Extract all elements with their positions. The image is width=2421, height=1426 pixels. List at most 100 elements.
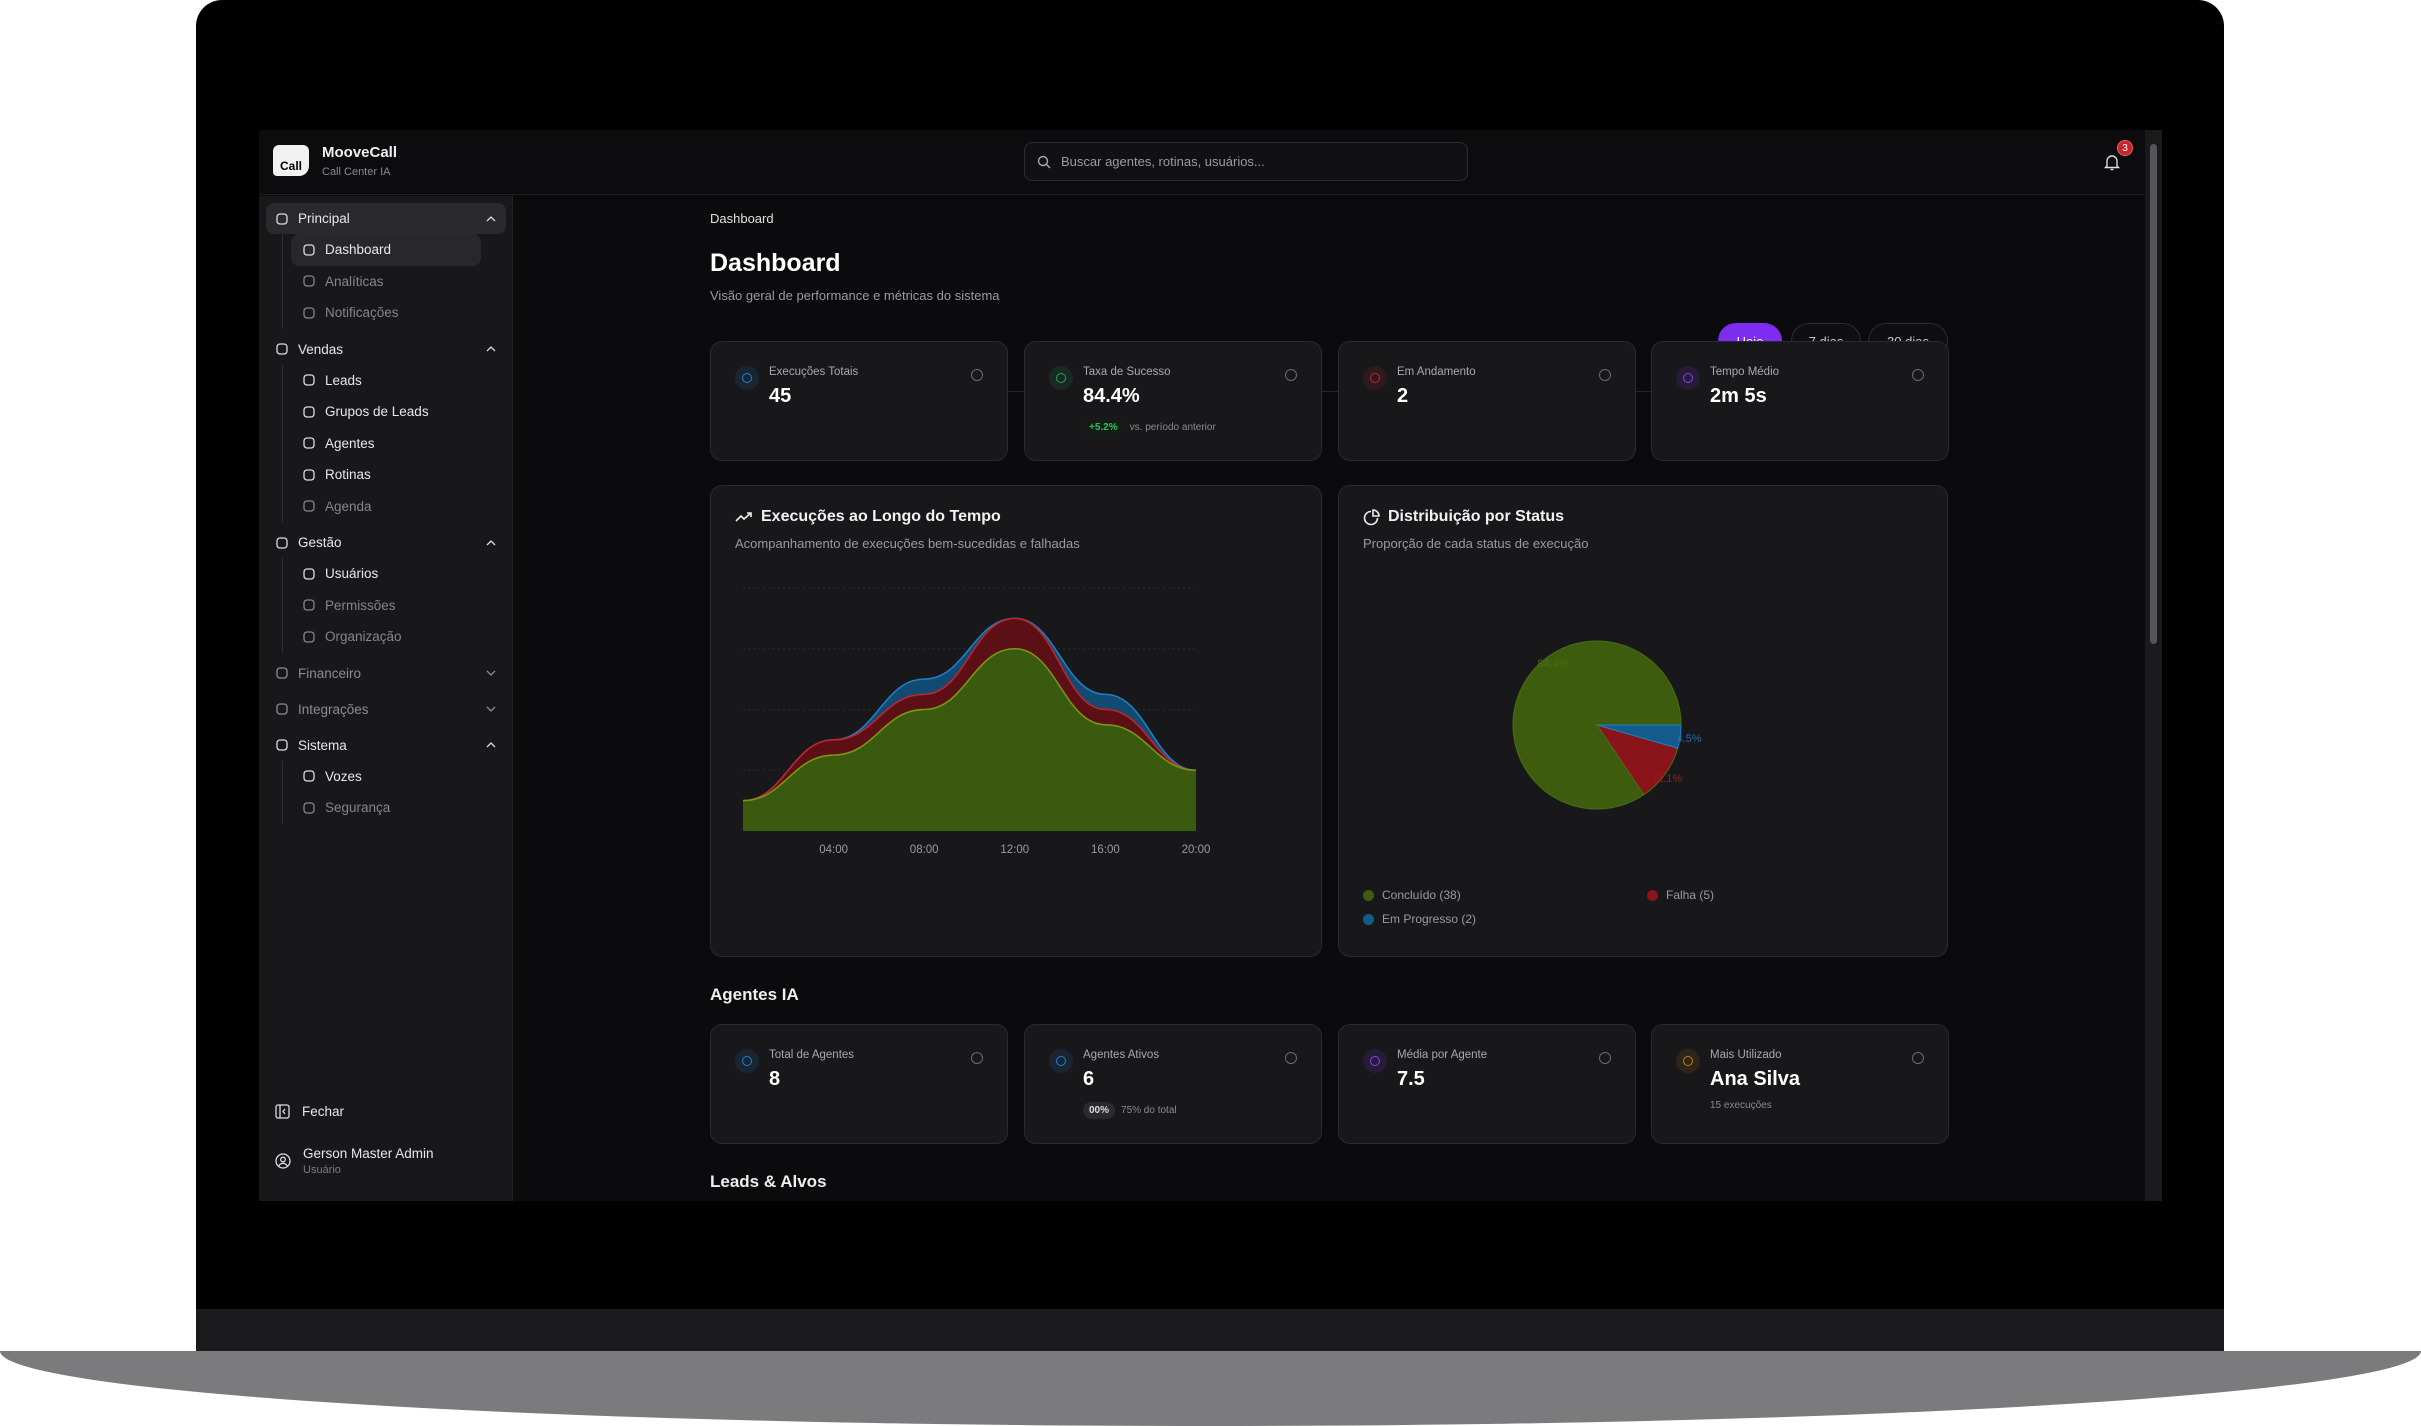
item-label: Vozes — [325, 768, 362, 784]
sidebar-item-rotinas[interactable]: Rotinas — [291, 459, 481, 491]
stat-label: Total de Agentes — [769, 1049, 855, 1061]
sidebar-group-header[interactable]: Gestão — [266, 527, 506, 558]
percent-badge: 00% — [1083, 1102, 1116, 1119]
status-chart-panel: Distribuição por Status Proporção de cad… — [1338, 485, 1948, 957]
stat-card: Total de Agentes 8 — [710, 1024, 1008, 1144]
laptop-hinge — [196, 1309, 2224, 1351]
bot-icon — [302, 437, 315, 449]
alarm-icon — [302, 469, 315, 481]
sidebar-subitems: Vozes Segurança — [282, 760, 506, 824]
stat-note: 15 execuções — [1710, 1100, 1772, 1111]
scrollbar[interactable] — [2145, 130, 2162, 1201]
users-icon — [302, 568, 315, 580]
sidebar-group-header[interactable]: Financeiro — [266, 658, 506, 689]
item-label: Permissões — [325, 597, 396, 613]
sidebar-item-notificações[interactable]: Notificações — [291, 297, 481, 329]
item-label: Usuários — [325, 566, 379, 582]
chevron-up-icon[interactable] — [486, 346, 496, 352]
sidebar-item-segurança[interactable]: Segurança — [291, 792, 481, 824]
stat-value: 6 — [1083, 1068, 1095, 1090]
legend-label: Falha (5) — [1666, 888, 1715, 902]
legend-item[interactable]: Concluído (38) — [1363, 888, 1461, 902]
stat-card: Taxa de Sucesso 84.4% +5.2% vs. período a… — [1024, 341, 1322, 461]
sidebar-item-grupos-de-leads[interactable]: Grupos de Leads — [291, 396, 481, 428]
item-label: Dashboard — [325, 242, 392, 258]
pie-slice[interactable] — [1596, 724, 1682, 749]
chart-subtitle: Proporção de cada status de execução — [1363, 536, 1589, 551]
app-window: Call MooveCall Call Center IA 3 Principa… — [259, 130, 2162, 1201]
sidebar-group-header[interactable]: Vendas — [266, 334, 506, 365]
breadcrumb[interactable]: Dashboard — [710, 211, 774, 226]
scrollbar-thumb[interactable] — [2150, 144, 2157, 644]
item-label: Agenda — [325, 498, 372, 514]
stat-card: Tempo Médio 2m 5s — [1651, 341, 1949, 461]
sidebar-group-sistema: Sistema Vozes Segurança — [266, 730, 506, 824]
group-label: Sistema — [298, 737, 347, 753]
sidebar-group-integrações: Integrações — [266, 694, 506, 725]
sidebar-item-usuários[interactable]: Usuários — [291, 558, 481, 590]
stat-label: Em Andamento — [1397, 366, 1476, 378]
legend-item[interactable]: Em Progresso (2) — [1363, 912, 1476, 926]
sidebar-group-vendas: Vendas Leads Grupos de Leads Agentes Rotinas… — [266, 334, 506, 523]
handshake-icon — [275, 536, 288, 549]
user-circle-icon — [275, 1153, 291, 1169]
chevron-up-icon[interactable] — [486, 539, 496, 546]
stat-trend: 00% 75% do total — [1083, 1102, 1177, 1119]
x-tick-label: 04:00 — [819, 844, 848, 856]
group-label: Financeiro — [298, 665, 362, 681]
sidebar-item-leads[interactable]: Leads — [291, 365, 481, 397]
user-profile[interactable]: Gerson Master Admin Usuário — [275, 1146, 500, 1176]
help-icon[interactable] — [1285, 1052, 1297, 1064]
legend-swatch — [1363, 889, 1374, 901]
legend-swatch — [1647, 889, 1658, 901]
sidebar-group-gestão: Gestão Usuários Permissões Organização — [266, 527, 506, 653]
help-icon[interactable] — [1599, 369, 1611, 381]
sidebar-group-header[interactable]: Principal — [266, 203, 506, 234]
item-label: Rotinas — [325, 467, 371, 483]
sidebar-item-analíticas[interactable]: Analíticas — [291, 266, 481, 298]
sidebar-item-vozes[interactable]: Vozes — [291, 761, 481, 793]
sidebar-item-dashboard[interactable]: Dashboard — [291, 234, 481, 266]
bell-icon[interactable] — [2102, 152, 2122, 172]
sidebar-group-header[interactable]: Integrações — [266, 694, 506, 725]
collapse-sidebar-button[interactable]: Fechar — [275, 1104, 500, 1119]
sidebar-item-organização[interactable]: Organização — [291, 621, 481, 653]
app-subtitle: Call Center IA — [322, 166, 391, 178]
area-chart: 04:00 08:00 12:00 16:00 20:00 — [742, 587, 1210, 856]
app-logo[interactable]: Call — [273, 145, 309, 176]
gear-icon — [275, 739, 288, 751]
stat-card: Em Andamento 2 — [1338, 341, 1636, 461]
help-icon[interactable] — [1912, 369, 1924, 381]
sidebar-nav: Principal Dashboard Analíticas Notificações… — [266, 203, 506, 829]
item-label: Organização — [325, 629, 402, 645]
stat-note: 75% do total — [1121, 1105, 1177, 1116]
stat-label: Média por Agente — [1397, 1049, 1488, 1061]
sidebar-item-agenda[interactable]: Agenda — [291, 491, 481, 523]
help-icon[interactable] — [1599, 1052, 1611, 1064]
chevron-down-icon[interactable] — [486, 670, 496, 676]
bell-icon — [302, 307, 315, 319]
help-icon[interactable] — [971, 369, 983, 381]
sidebar-group-header[interactable]: Sistema — [266, 730, 506, 761]
x-tick-label: 08:00 — [910, 844, 939, 856]
user-role: Usuário — [303, 1164, 341, 1176]
sidebar-group-principal: Principal Dashboard Analíticas Notificações — [266, 203, 506, 329]
building-icon — [302, 631, 315, 643]
search-input[interactable] — [1061, 154, 1441, 169]
search-box[interactable] — [1024, 142, 1468, 181]
chart-icon — [302, 275, 315, 287]
legend-item[interactable]: Falha (5) — [1647, 888, 1714, 902]
stat-value: 2 — [1397, 385, 1409, 407]
chevron-up-icon[interactable] — [486, 742, 496, 748]
help-icon[interactable] — [1285, 369, 1297, 381]
item-label: Leads — [325, 372, 362, 388]
chevron-up-icon[interactable] — [486, 215, 496, 222]
help-icon[interactable] — [1912, 1052, 1924, 1064]
section-agents-title: Agentes IA — [710, 985, 799, 1004]
sidebar-item-permissões[interactable]: Permissões — [291, 590, 481, 622]
stat-label: Execuções Totais — [769, 366, 859, 378]
sidebar-item-agentes[interactable]: Agentes — [291, 428, 481, 460]
help-icon[interactable] — [971, 1052, 983, 1064]
chevron-down-icon[interactable] — [486, 706, 496, 712]
panel-collapse-icon — [275, 1104, 290, 1119]
